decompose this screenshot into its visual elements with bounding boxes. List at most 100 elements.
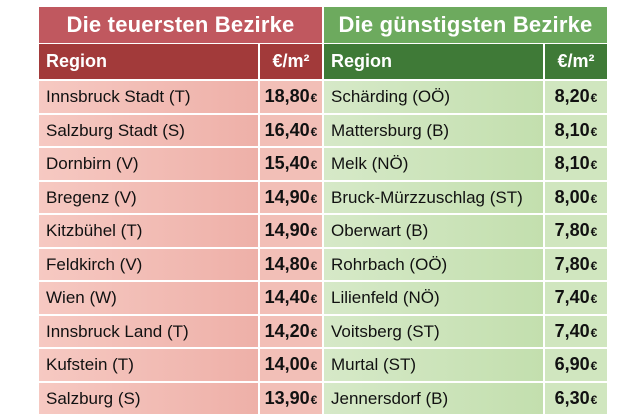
price-cell: 18,80€ [260,81,322,113]
currency-symbol: € [590,191,598,206]
region-cell: Kitzbühel (T) [39,215,258,247]
price-cell: 7,80€ [545,248,607,280]
region-cell: Wien (W) [39,282,258,314]
currency-symbol: € [590,359,598,373]
table-row: Schärding (OÖ) 8,20€ [324,81,607,113]
region-cell: Murtal (ST) [324,349,543,381]
price-cell: 7,40€ [545,282,607,314]
price-value: 14,20 [264,320,310,341]
price-cell: 6,30€ [545,382,607,414]
region-cell: Dornbirn (V) [39,148,258,180]
currency-symbol: € [310,392,318,407]
price-value: 14,80 [264,253,310,274]
table-header: Region €/m² [39,44,322,79]
price-cell: 14,90€ [260,215,322,247]
region-cell: Jennersdorf (B) [324,382,543,414]
price-value: 14,40 [264,287,310,307]
price-cell: 13,90€ [260,382,322,414]
currency-symbol: € [590,91,598,105]
price-value: 16,40 [264,119,310,140]
table-row: Rohrbach (OÖ) 7,80€ [324,248,607,280]
currency-symbol: € [590,158,598,172]
table-row: Kufstein (T) 14,00€ [39,349,322,381]
table-body: Innsbruck Stadt (T) 18,80€ Salzburg Stadt … [39,81,322,414]
price-cell: 14,20€ [260,315,322,347]
price-value: 7,40 [554,320,590,341]
region-cell: Feldkirch (V) [39,248,258,280]
table-row: Mattersburg (B) 8,10€ [324,114,607,146]
currency-symbol: € [310,91,318,105]
region-cell: Bruck-Mürzzuschlag (ST) [324,181,543,213]
region-cell: Innsbruck Stadt (T) [39,81,258,113]
price-cell: 8,10€ [545,114,607,146]
column-header-price: €/m² [545,44,607,79]
price-cell: 14,90€ [260,181,322,213]
price-cell: 6,90€ [545,349,607,381]
price-value: 8,20 [554,86,590,106]
region-cell: Oberwart (B) [324,215,543,247]
column-header-region: Region [39,44,258,79]
price-cell: 8,10€ [545,148,607,180]
currency-symbol: € [310,258,318,273]
price-cell: 15,40€ [260,148,322,180]
cheapest-table: Die günstigsten Bezirke Region €/m² Schä… [324,7,607,414]
table-row: Voitsberg (ST) 7,40€ [324,315,607,347]
region-cell: Voitsberg (ST) [324,315,543,347]
currency-symbol: € [310,191,318,206]
price-value: 7,40 [554,287,590,307]
table-row: Innsbruck Stadt (T) 18,80€ [39,81,322,113]
region-cell: Rohrbach (OÖ) [324,248,543,280]
price-cell: 14,80€ [260,248,322,280]
price-cell: 16,40€ [260,114,322,146]
table-row: Wien (W) 14,40€ [39,282,322,314]
region-cell: Lilienfeld (NÖ) [324,282,543,314]
price-cell: 7,80€ [545,215,607,247]
price-value: 6,30 [554,387,590,408]
table-title: Die günstigsten Bezirke [324,7,607,43]
currency-symbol: € [590,292,598,306]
table-row: Dornbirn (V) 15,40€ [39,148,322,180]
currency-symbol: € [590,225,598,239]
currency-symbol: € [310,158,318,172]
currency-symbol: € [310,325,318,340]
region-cell: Salzburg (S) [39,382,258,414]
table-row: Bruck-Mürzzuschlag (ST) 8,00€ [324,181,607,213]
table-row: Kitzbühel (T) 14,90€ [39,215,322,247]
price-value: 14,90 [264,220,310,240]
column-header-price: €/m² [260,44,322,79]
price-value: 8,10 [554,119,590,140]
table-row: Oberwart (B) 7,80€ [324,215,607,247]
table-row: Jennersdorf (B) 6,30€ [324,382,607,414]
currency-symbol: € [590,392,598,407]
currency-symbol: € [310,359,318,373]
price-value: 15,40 [264,153,310,173]
column-header-region: Region [324,44,543,79]
region-cell: Mattersburg (B) [324,114,543,146]
region-cell: Melk (NÖ) [324,148,543,180]
currency-symbol: € [310,124,318,139]
price-value: 7,80 [554,220,590,240]
price-cell: 8,20€ [545,81,607,113]
price-value: 8,10 [554,153,590,173]
currency-symbol: € [310,225,318,239]
currency-symbol: € [590,124,598,139]
price-value: 14,90 [264,186,310,207]
region-cell: Schärding (OÖ) [324,81,543,113]
table-row: Bregenz (V) 14,90€ [39,181,322,213]
table-row: Lilienfeld (NÖ) 7,40€ [324,282,607,314]
price-value: 18,80 [264,86,310,106]
region-cell: Kufstein (T) [39,349,258,381]
currency-symbol: € [310,292,318,306]
price-cell: 14,00€ [260,349,322,381]
currency-symbol: € [590,325,598,340]
price-value: 13,90 [264,387,310,408]
price-value: 14,00 [264,354,310,374]
table-row: Feldkirch (V) 14,80€ [39,248,322,280]
price-cell: 7,40€ [545,315,607,347]
price-cell: 14,40€ [260,282,322,314]
price-value: 8,00 [554,186,590,207]
price-cell: 8,00€ [545,181,607,213]
price-value: 6,90 [554,354,590,374]
table-body: Schärding (OÖ) 8,20€ Mattersburg (B) 8,10€ M… [324,81,607,414]
